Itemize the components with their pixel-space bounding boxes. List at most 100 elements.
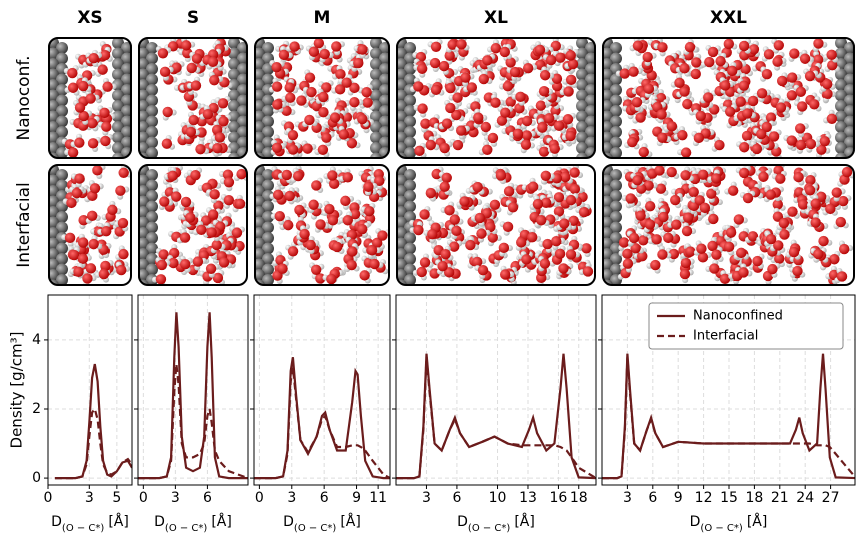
oxygen-atom — [162, 106, 173, 118]
oxygen-atom — [522, 62, 534, 74]
oxygen-atom — [520, 139, 532, 150]
oxygen-atom — [707, 46, 719, 58]
oxygen-atom — [685, 246, 696, 257]
x-label-main: D — [51, 514, 62, 530]
oxygen-atom — [582, 266, 594, 277]
line-series — [254, 367, 390, 480]
chart-title: M — [314, 8, 331, 28]
carbon-atom — [404, 126, 416, 138]
oxygen-atom — [628, 66, 639, 77]
oxygen-atom — [697, 252, 709, 263]
carbon-atom — [56, 242, 68, 255]
oxygen-atom — [100, 135, 111, 147]
oxygen-atom — [278, 49, 290, 61]
oxygen-atom — [117, 217, 129, 229]
carbon-atom — [370, 142, 382, 154]
oxygen-atom — [293, 170, 304, 182]
oxygen-atom — [657, 132, 668, 143]
oxygen-atom — [364, 205, 375, 217]
oxygen-atom — [549, 143, 560, 154]
carbon-atom — [576, 89, 588, 102]
oxygen-atom — [78, 80, 89, 92]
oxygen-atom — [691, 57, 702, 68]
oxygen-atom — [630, 242, 641, 254]
oxygen-atom — [542, 238, 553, 250]
oxygen-atom — [441, 118, 453, 129]
oxygen-atom — [114, 226, 125, 237]
x-axis-label: D(O − C*) [Å] — [690, 513, 768, 534]
oxygen-atom — [788, 246, 800, 258]
oxygen-atom — [638, 146, 649, 158]
carbon-atom — [262, 105, 274, 117]
carbon-atom — [56, 126, 68, 138]
oxygen-atom — [294, 204, 305, 216]
carbon-atom — [112, 58, 124, 70]
oxygen-atom — [107, 204, 118, 216]
carbon-atom — [146, 136, 158, 149]
oxygen-atom — [416, 266, 427, 278]
oxygen-atom — [495, 170, 507, 181]
carbon-atom — [262, 63, 274, 75]
oxygen-atom — [496, 115, 508, 126]
oxygen-atom — [628, 232, 640, 244]
oxygen-atom — [693, 132, 705, 144]
carbon-atom — [56, 94, 68, 107]
oxygen-atom — [761, 121, 772, 133]
oxygen-atom — [195, 143, 206, 155]
oxygen-atom — [191, 53, 203, 64]
oxygen-atom — [87, 118, 98, 129]
oxygen-atom — [563, 86, 574, 97]
carbon-atom — [262, 274, 274, 285]
oxygen-atom — [535, 100, 547, 111]
oxygen-atom — [167, 170, 178, 182]
oxygen-atom — [437, 260, 448, 272]
carbon-atom — [146, 169, 158, 181]
carbon-atom — [262, 42, 274, 54]
oxygen-atom — [679, 86, 690, 97]
oxygen-atom — [657, 249, 668, 260]
oxygen-atom — [708, 213, 719, 225]
scene-frame — [396, 164, 596, 286]
oxygen-atom — [719, 273, 731, 285]
oxygen-atom — [521, 115, 533, 127]
oxygen-atom — [88, 238, 99, 250]
oxygen-atom — [544, 113, 555, 124]
x-tick-label: 3 — [287, 490, 296, 506]
oxygen-atom — [836, 271, 848, 282]
oxygen-atom — [565, 194, 577, 206]
carbon-atom — [835, 100, 847, 112]
oxygen-atom — [644, 219, 656, 230]
line-series — [138, 312, 248, 480]
x-tick-label: 12 — [695, 490, 713, 506]
oxygen-atom — [539, 258, 551, 269]
oxygen-atom — [283, 219, 294, 231]
oxygen-atom — [478, 73, 489, 85]
x-axis-label: D(O − C*) [Å] — [457, 513, 535, 534]
carbon-atom — [610, 221, 622, 234]
oxygen-atom — [738, 80, 750, 91]
x-tick-label: 13 — [519, 490, 537, 506]
oxygen-atom — [349, 208, 361, 220]
carbon-atom — [835, 47, 847, 60]
oxygen-atom — [159, 66, 171, 78]
oxygen-atom — [341, 77, 352, 88]
oxygen-atom — [217, 98, 229, 109]
oxygen-atom — [778, 217, 790, 229]
x-label-sub: (O − C*) — [468, 523, 510, 534]
carbon-atom — [835, 121, 847, 133]
oxygen-atom — [670, 194, 681, 206]
oxygen-atom — [725, 227, 737, 238]
oxygen-atom — [742, 192, 754, 204]
oxygen-atom — [209, 74, 220, 86]
carbon-atom — [112, 152, 124, 158]
oxygen-atom — [99, 107, 110, 119]
oxygen-atom — [427, 229, 438, 240]
carbon-atom — [404, 136, 416, 149]
oxygen-atom — [324, 203, 335, 215]
x-tick-label: 11 — [369, 490, 387, 506]
oxygen-atom — [346, 138, 358, 149]
carbon-atom — [370, 58, 382, 70]
carbon-atom — [56, 84, 68, 96]
carbon-atom — [370, 89, 382, 102]
